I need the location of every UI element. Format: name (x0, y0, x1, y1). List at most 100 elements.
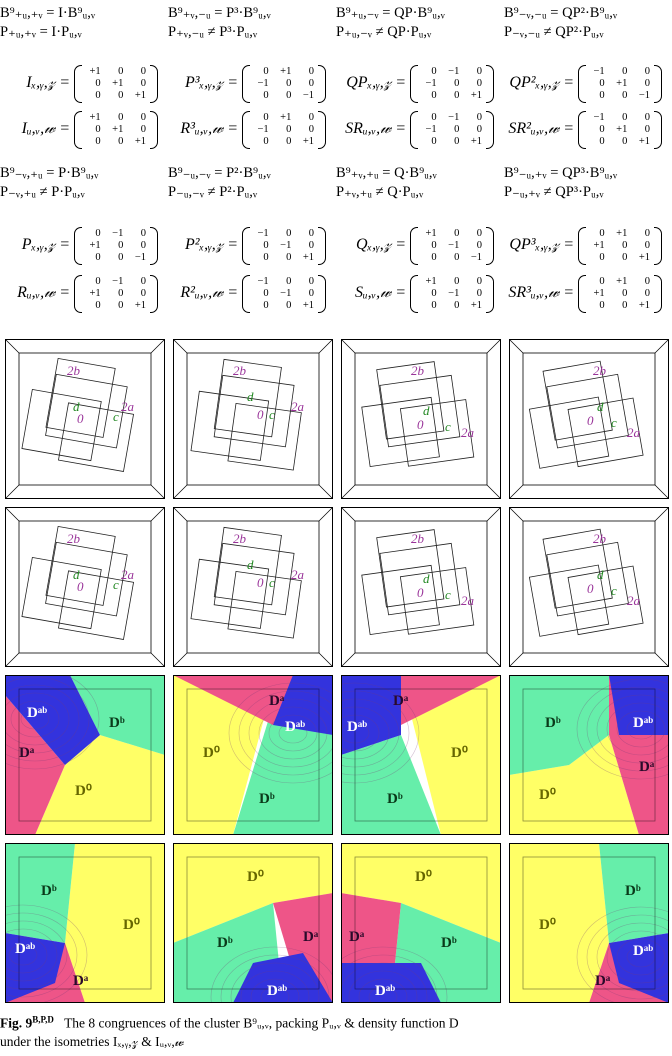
right-bracket (654, 275, 662, 313)
panel-inner-square (354, 352, 488, 486)
label-dab: Dᵃᵇ (375, 983, 395, 999)
region-d0 (173, 675, 273, 835)
panel-corner-edge (509, 484, 524, 499)
packing-square (213, 542, 295, 616)
matrix-entry: 0 (286, 276, 292, 287)
matrix-entry: 0 (263, 240, 269, 251)
matrix-entry: 0 (95, 300, 101, 311)
density-diagram: Dᵃᵇ Dᵃ Dᵇ D⁰ (509, 675, 669, 835)
panel-corner-edge (5, 484, 20, 499)
caption-text-1: The 8 congruences of the cluster B⁹ᵤ,ᵥ, … (64, 1015, 459, 1031)
panel-corner-edge (341, 652, 356, 667)
packing-panel: 2b d c 0 2a (173, 507, 333, 667)
matrix-entry: +1 (616, 124, 628, 135)
matrix-entries: 0 +1 0 −1 0 0 0 0 +1 (250, 112, 318, 148)
density-diagram: Dᵃᵇ Dᵃ Dᵇ D⁰ (341, 843, 501, 1003)
panel-corner-edge (5, 507, 20, 522)
panel-corner-edge (509, 652, 524, 667)
matrix-entry: 0 (286, 252, 292, 263)
matrix-entry: 0 (308, 276, 314, 287)
region-da (273, 893, 333, 1003)
left-bracket (410, 275, 418, 313)
label-d: d (73, 567, 80, 582)
matrix-entry: 0 (431, 240, 437, 251)
matrix: 0 +1 0 −1 0 0 0 0 −1 (240, 65, 328, 103)
density-contour (606, 702, 669, 756)
matrix-entry: +1 (470, 90, 482, 101)
packing-square (58, 402, 135, 472)
packing-square (528, 564, 610, 637)
label-0: 0 (257, 407, 264, 422)
label-dab: Dᵃᵇ (285, 719, 305, 735)
label-db: Dᵇ (441, 935, 457, 951)
panel-corner-edge (150, 652, 165, 667)
label-da: Dᵃ (639, 759, 655, 775)
density-panel: Dᵃᵇ Dᵃ Dᵇ D⁰ (5, 675, 165, 835)
matrix: 0 −1 0 −1 0 0 0 0 +1 (408, 65, 496, 103)
matrix-entry: 0 (476, 276, 482, 287)
matrix-label: QP²ₓ,ᵧ,𝓏 = (509, 74, 574, 91)
b-equation: B⁹₊ᵥ,₊ᵤ = Q·B⁹ᵤ,ᵥ (336, 165, 437, 181)
packing-square (213, 374, 295, 448)
matrix-entry: 0 (599, 78, 605, 89)
right-bracket (654, 111, 662, 149)
label-dab: Dᵃᵇ (267, 983, 287, 999)
matrix-entry: 0 (476, 124, 482, 135)
matrix-entry: +1 (616, 276, 628, 287)
label-d0: D⁰ (539, 917, 556, 933)
density-contour (5, 912, 78, 998)
matrix-entry: 0 (140, 78, 146, 89)
label-da: Dᵃ (73, 973, 89, 989)
matrix-label: P²ₓ,ᵧ,𝓏 = (184, 236, 238, 253)
matrix: 0 −1 0 +1 0 0 0 0 −1 (72, 227, 160, 265)
matrix-entries: +1 0 0 0 −1 0 0 0 −1 (418, 228, 486, 264)
region-dab (273, 675, 333, 735)
matrix-entry: +1 (616, 78, 628, 89)
panel-corner-edge (341, 339, 356, 354)
left-bracket (74, 227, 82, 265)
right-bracket (318, 111, 326, 149)
matrix-entry: 0 (140, 276, 146, 287)
label-da: Dᵃ (269, 693, 285, 709)
matrix-entry: 0 (622, 112, 628, 123)
matrix-row-b: Iᵤ,ᵥ,𝓌 = +1 0 0 0 +1 0 0 0 +1 R³ᵤ,ᵥ,𝓌 = 0 +1 0 −1 0 0 0 0 +… (0, 110, 672, 150)
label-2a: 2a (291, 399, 305, 414)
label-2b: 2b (411, 363, 425, 378)
matrix-entry: 0 (431, 112, 437, 123)
matrix-entry: 0 (644, 112, 650, 123)
right-bracket (654, 227, 662, 265)
matrix-entry: +1 (302, 300, 314, 311)
label-c: c (269, 407, 275, 422)
panel-inner-square (522, 520, 656, 654)
label-2a: 2a (461, 425, 475, 440)
matrix-entry: 0 (95, 78, 101, 89)
b-equation: B⁹₋ᵥ,₊ᵤ = P·B⁹ᵤ,ᵥ (0, 165, 99, 181)
matrix-cell: Iₓ,ᵧ,𝓏 = +1 0 0 0 +1 0 0 0 +1 (0, 64, 168, 104)
left-bracket (74, 275, 82, 313)
matrix: 0 −1 0 −1 0 0 0 0 +1 (408, 111, 496, 149)
packing-square (361, 396, 440, 467)
density-contour (5, 936, 48, 974)
matrix-entry: −1 (257, 78, 269, 89)
label-2b: 2b (67, 531, 81, 546)
matrix-label: QP³ₓ,ᵧ,𝓏 = (509, 236, 574, 253)
label-da: Dᵃ (303, 929, 319, 945)
matrix-entries: +1 0 0 0 +1 0 0 0 +1 (82, 112, 150, 148)
left-bracket (410, 65, 418, 103)
packing-square (227, 403, 302, 471)
region-dab (5, 675, 100, 765)
matrix-entry: 0 (622, 136, 628, 147)
right-bracket (150, 65, 158, 103)
panel-border (5, 339, 165, 499)
panel-border (509, 843, 669, 1003)
density-contour (586, 686, 669, 772)
matrix-entry: 0 (644, 276, 650, 287)
packing-square (379, 542, 461, 616)
packing-square (190, 390, 270, 461)
packing-squares (361, 361, 475, 467)
matrix-entry: −1 (638, 90, 650, 101)
matrix-entry: 0 (95, 136, 101, 147)
